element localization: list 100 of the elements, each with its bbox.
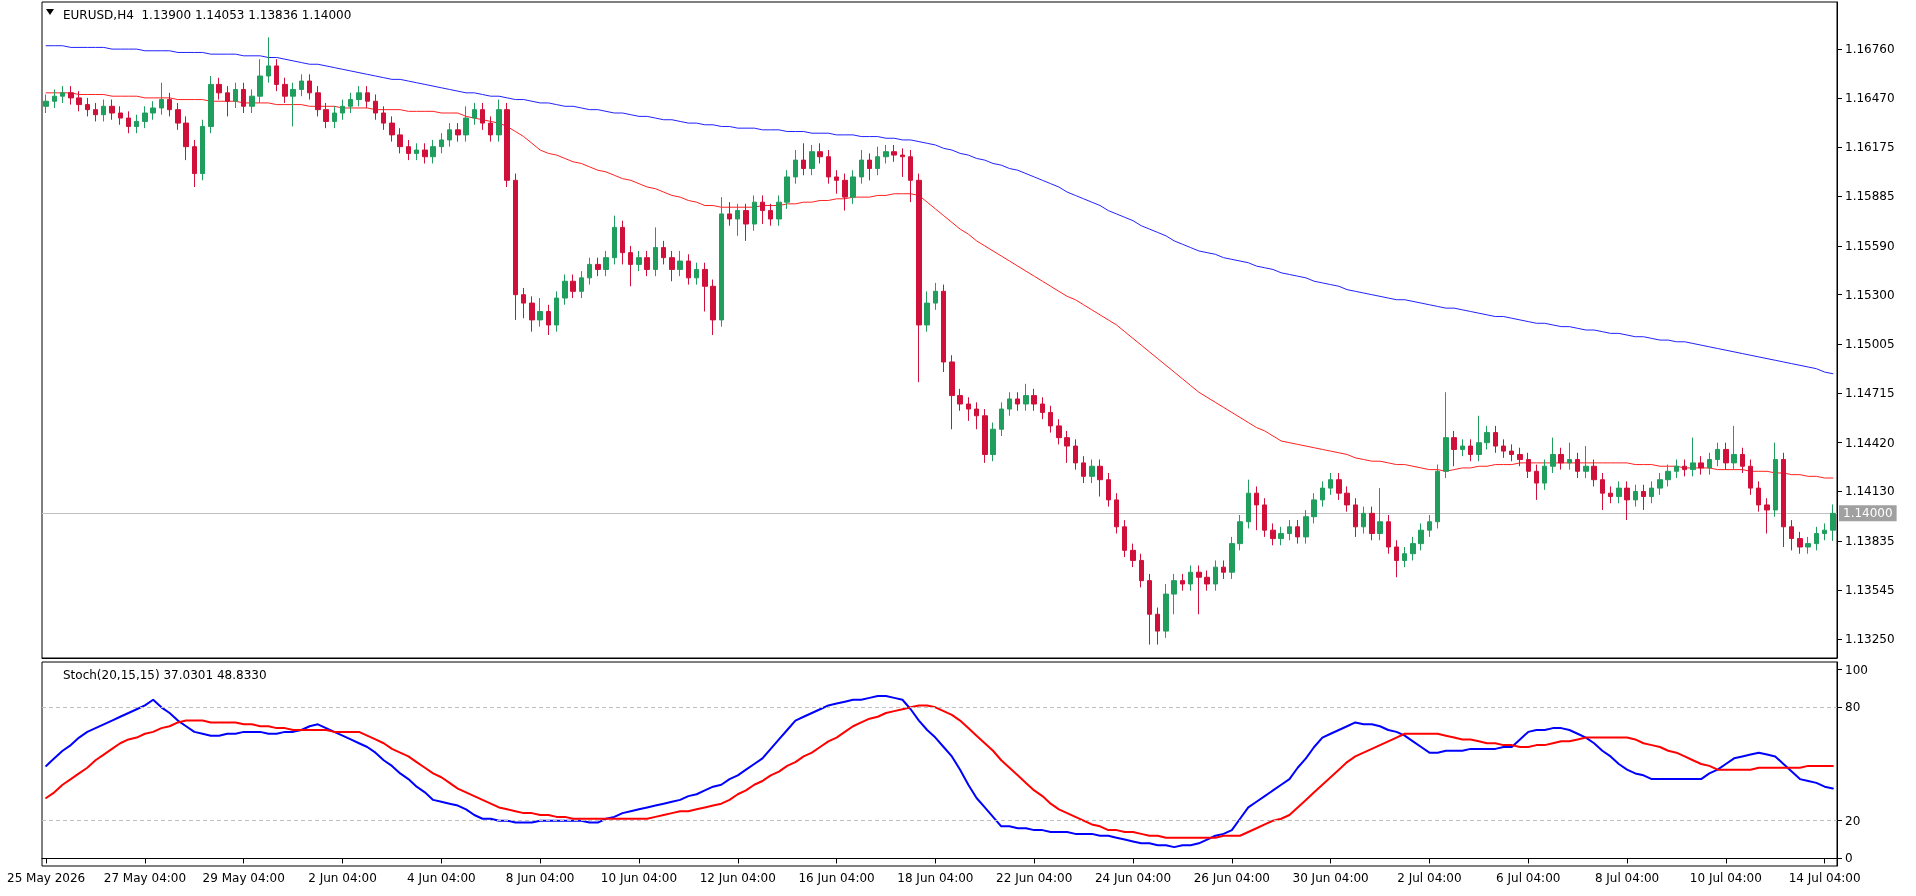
candlestick (1270, 522, 1276, 546)
candlestick (867, 152, 872, 181)
candlestick (850, 169, 856, 205)
candlestick (579, 270, 584, 299)
candlestick (529, 295, 535, 333)
candlestick (1698, 455, 1704, 476)
x-tick-label: 30 Jun 04:00 (1292, 871, 1369, 885)
candlestick (1484, 425, 1490, 450)
candlestick (274, 58, 279, 92)
candlestick (1468, 438, 1473, 462)
candlestick (134, 114, 139, 134)
candlestick (859, 149, 864, 185)
candlestick (414, 142, 419, 161)
candlestick (1254, 485, 1259, 531)
candlestick (1171, 573, 1177, 615)
candlestick (1262, 497, 1267, 538)
candlestick (1106, 472, 1111, 508)
candlestick (1591, 459, 1597, 487)
y-tick-label: 1.13835 (1845, 534, 1895, 549)
candlestick (241, 82, 246, 114)
candlestick (908, 149, 913, 203)
candlestick (1764, 497, 1770, 535)
candlestick (710, 279, 716, 336)
x-tick-label: 10 Jun 04:00 (600, 871, 678, 885)
candlestick (1830, 503, 1836, 542)
y-tick-label: 1.16175 (1845, 140, 1895, 155)
candlestick (966, 396, 971, 422)
candlestick (1476, 415, 1482, 462)
candlestick (924, 290, 930, 333)
candlestick (653, 226, 658, 277)
candlestick (1814, 526, 1819, 551)
candlestick (752, 194, 757, 232)
candlestick (1064, 430, 1070, 464)
candlestick (1624, 480, 1630, 521)
candlestick (1822, 522, 1827, 541)
candlestick (957, 388, 963, 412)
candlestick (603, 250, 609, 277)
candlestick (447, 122, 452, 148)
candlestick (1641, 484, 1646, 511)
candlestick (430, 139, 436, 164)
candlestick (1600, 472, 1605, 511)
candlestick (406, 139, 411, 161)
candlestick (1369, 506, 1375, 541)
x-tick-label: 25 May 2026 (6, 871, 86, 885)
candlestick (150, 100, 156, 121)
candlestick (702, 262, 708, 312)
candlestick (1781, 452, 1786, 548)
candlestick (620, 220, 625, 265)
x-tick-label: 8 Jun 04:00 (505, 871, 575, 885)
candlestick (381, 105, 386, 131)
candlestick (570, 273, 576, 299)
candlestick (974, 401, 979, 430)
y-tick-label: 1.16760 (1845, 42, 1895, 57)
candlestick (422, 142, 428, 164)
candlestick (760, 194, 765, 225)
candlestick (183, 115, 189, 161)
candlestick (999, 401, 1004, 437)
candlestick (365, 85, 370, 109)
y-tick-label: 20 (1845, 813, 1861, 828)
candlestick (208, 75, 214, 134)
x-tick-label: 2 Jun 04:00 (308, 871, 377, 885)
candlestick (249, 88, 255, 114)
candlestick (949, 354, 955, 430)
x-tick-label: 24 Jun 04:00 (1094, 871, 1172, 885)
candlestick (1114, 492, 1119, 535)
candlestick (941, 284, 946, 373)
candlestick (233, 82, 238, 109)
candlestick (340, 99, 345, 121)
y-tick-label: 1.13545 (1845, 582, 1895, 597)
y-tick-label: 1.14715 (1845, 386, 1895, 401)
candlestick (727, 201, 732, 227)
candlestick (1665, 464, 1671, 487)
candlestick (216, 77, 222, 101)
candlestick (1122, 519, 1127, 558)
candlestick (562, 273, 568, 306)
candlestick (1451, 430, 1457, 467)
candlestick (389, 115, 395, 143)
candlestick (85, 97, 90, 117)
candlestick (644, 250, 650, 277)
candlestick (109, 99, 115, 121)
candlestick (480, 102, 485, 131)
candlestick (299, 73, 304, 97)
y-tick-label: 100 (1845, 662, 1868, 677)
candlestick (1534, 464, 1539, 501)
candlestick (793, 149, 798, 185)
candlestick (1246, 479, 1251, 529)
candlestick (1311, 492, 1317, 524)
candlestick (513, 173, 518, 321)
candlestick (1558, 447, 1564, 471)
candlestick (1707, 452, 1712, 476)
candlestick (817, 142, 823, 164)
candlestick (1427, 514, 1432, 538)
candlestick (1188, 564, 1193, 592)
candlestick (686, 253, 691, 286)
candlestick (1633, 484, 1638, 508)
candlestick (126, 110, 131, 134)
candlestick (809, 144, 815, 176)
candlestick (1056, 418, 1062, 445)
candlestick (439, 132, 444, 154)
candlestick (118, 105, 123, 126)
